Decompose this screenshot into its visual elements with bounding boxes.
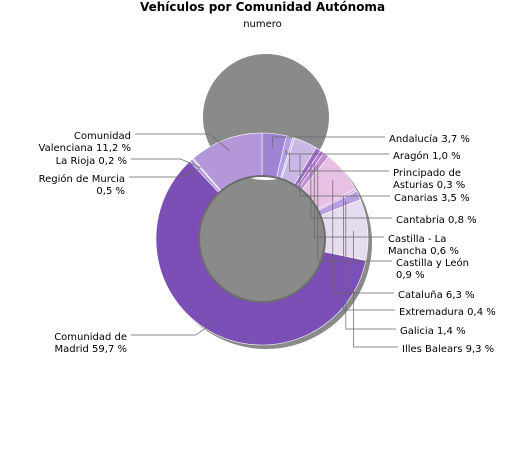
leader-line xyxy=(131,158,201,169)
leader-line xyxy=(131,320,217,336)
slice-label: Comunidad de xyxy=(54,332,127,343)
leader-line xyxy=(345,201,396,330)
leader-line xyxy=(332,180,394,294)
slice-label: Cantabria 0,8 % xyxy=(396,215,477,226)
slice-label: La Rioja 0,2 % xyxy=(56,156,127,167)
leader-line xyxy=(129,168,200,178)
slice-label: Canarias 3,5 % xyxy=(394,193,470,204)
leader-line xyxy=(317,165,392,262)
slice-label: Galicia 1,4 % xyxy=(400,326,466,337)
leader-line xyxy=(299,155,390,197)
slice-label: Asturias 0,3 % xyxy=(393,180,465,191)
leader-line xyxy=(272,136,385,148)
leader-line xyxy=(135,133,230,152)
leader-line xyxy=(310,161,392,219)
slice-label: Madrid 59,7 % xyxy=(55,344,127,355)
slice-label: 0,9 % xyxy=(396,270,425,281)
leader-line xyxy=(343,196,395,311)
slice-label: Valenciana 11,2 % xyxy=(39,143,131,154)
leader-line xyxy=(289,151,389,172)
leader-line xyxy=(353,230,398,348)
slice-label: Comunidad xyxy=(74,131,131,142)
slice-label: Extremadura 0,4 % xyxy=(399,307,496,318)
slice-label: Región de Murcia xyxy=(39,173,125,185)
slice-label: Mancha 0,6 % xyxy=(388,246,459,257)
slice-label: Illes Balears 9,3 % xyxy=(402,344,494,355)
chart-title: Vehículos por Comunidad Autónoma xyxy=(139,0,386,14)
slice-label: 0,5 % xyxy=(96,186,125,197)
slice-label: Andalucía 3,7 % xyxy=(389,133,470,145)
slice-label: Aragón 1,0 % xyxy=(393,150,461,162)
slice-label: Principado de xyxy=(393,168,461,179)
donut-inner-edge xyxy=(198,175,326,303)
slice-label: Castilla y León xyxy=(396,257,469,269)
leader-line xyxy=(313,163,384,238)
chart-subtitle: numero xyxy=(243,19,282,30)
leader-line xyxy=(285,150,389,155)
slice-label: Castilla - La xyxy=(388,234,446,245)
slice-label: Cataluña 6,3 % xyxy=(398,290,475,301)
